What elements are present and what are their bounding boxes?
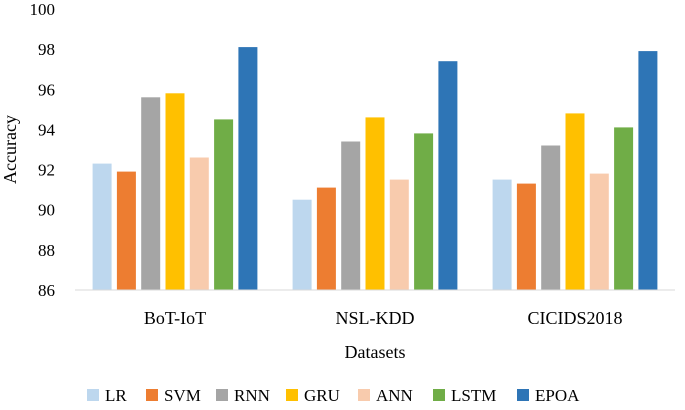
x-category-label: CICIDS2018: [527, 308, 622, 328]
legend-label-rnn: RNN: [234, 386, 270, 405]
bar-ann-cicids2018: [589, 173, 609, 290]
bar-lstm-bot-iot: [214, 119, 234, 291]
legend-swatch-lstm: [433, 389, 445, 401]
y-tick-label: 90: [38, 201, 55, 220]
legend: LR SVM RNN GRU ANN LSTM EPOA: [87, 386, 580, 405]
y-tick-label: 86: [38, 281, 55, 300]
y-tick-label: 96: [38, 80, 55, 99]
x-axis-title: Datasets: [345, 342, 406, 362]
legend-swatch-gru: [286, 389, 298, 401]
legend-label-gru: GRU: [304, 386, 340, 405]
legend-label-ann: ANN: [376, 386, 413, 405]
bar-gru-nsl-kdd: [365, 117, 385, 291]
y-axis-title: Accuracy: [0, 115, 20, 184]
y-tick-label: 88: [38, 241, 55, 260]
legend-swatch-lr: [87, 389, 99, 401]
x-category-label: BoT-IoT: [144, 308, 206, 328]
legend-label-lstm: LSTM: [451, 386, 496, 405]
bar-rnn-nsl-kdd: [341, 141, 361, 290]
bar-epoa-cicids2018: [638, 51, 658, 290]
legend-label-epoa: EPOA: [535, 386, 580, 405]
x-axis-category-labels: BoT-IoT NSL-KDD CICIDS2018: [144, 308, 623, 328]
legend-swatch-svm: [146, 389, 158, 401]
legend-swatch-rnn: [216, 389, 228, 401]
y-tick-label: 92: [38, 161, 55, 180]
bar-rnn-cicids2018: [541, 145, 561, 290]
bars-group: [92, 47, 658, 291]
bar-rnn-bot-iot: [141, 97, 161, 290]
bar-lr-cicids2018: [492, 179, 512, 290]
bar-svm-nsl-kdd: [316, 187, 336, 290]
bar-svm-cicids2018: [516, 183, 536, 290]
legend-swatch-epoa: [517, 389, 529, 401]
bar-gru-cicids2018: [565, 113, 585, 291]
y-tick-label: 100: [30, 0, 56, 19]
bar-lr-bot-iot: [92, 163, 112, 290]
bar-lr-nsl-kdd: [292, 199, 312, 290]
legend-label-lr: LR: [105, 386, 127, 405]
bar-epoa-nsl-kdd: [438, 61, 458, 291]
bar-ann-bot-iot: [189, 157, 209, 290]
x-category-label: NSL-KDD: [336, 308, 415, 328]
y-tick-label: 94: [38, 120, 56, 139]
bar-svm-bot-iot: [116, 171, 136, 290]
y-tick-label: 98: [38, 40, 55, 59]
legend-label-svm: SVM: [164, 386, 201, 405]
bar-ann-nsl-kdd: [389, 179, 409, 290]
bar-epoa-bot-iot: [238, 47, 258, 290]
bar-gru-bot-iot: [165, 93, 185, 290]
bar-lstm-nsl-kdd: [414, 133, 434, 290]
y-axis-ticks: 86 88 90 92 94 96 98 100: [30, 0, 56, 300]
bar-lstm-cicids2018: [614, 127, 634, 291]
legend-swatch-ann: [358, 389, 370, 401]
